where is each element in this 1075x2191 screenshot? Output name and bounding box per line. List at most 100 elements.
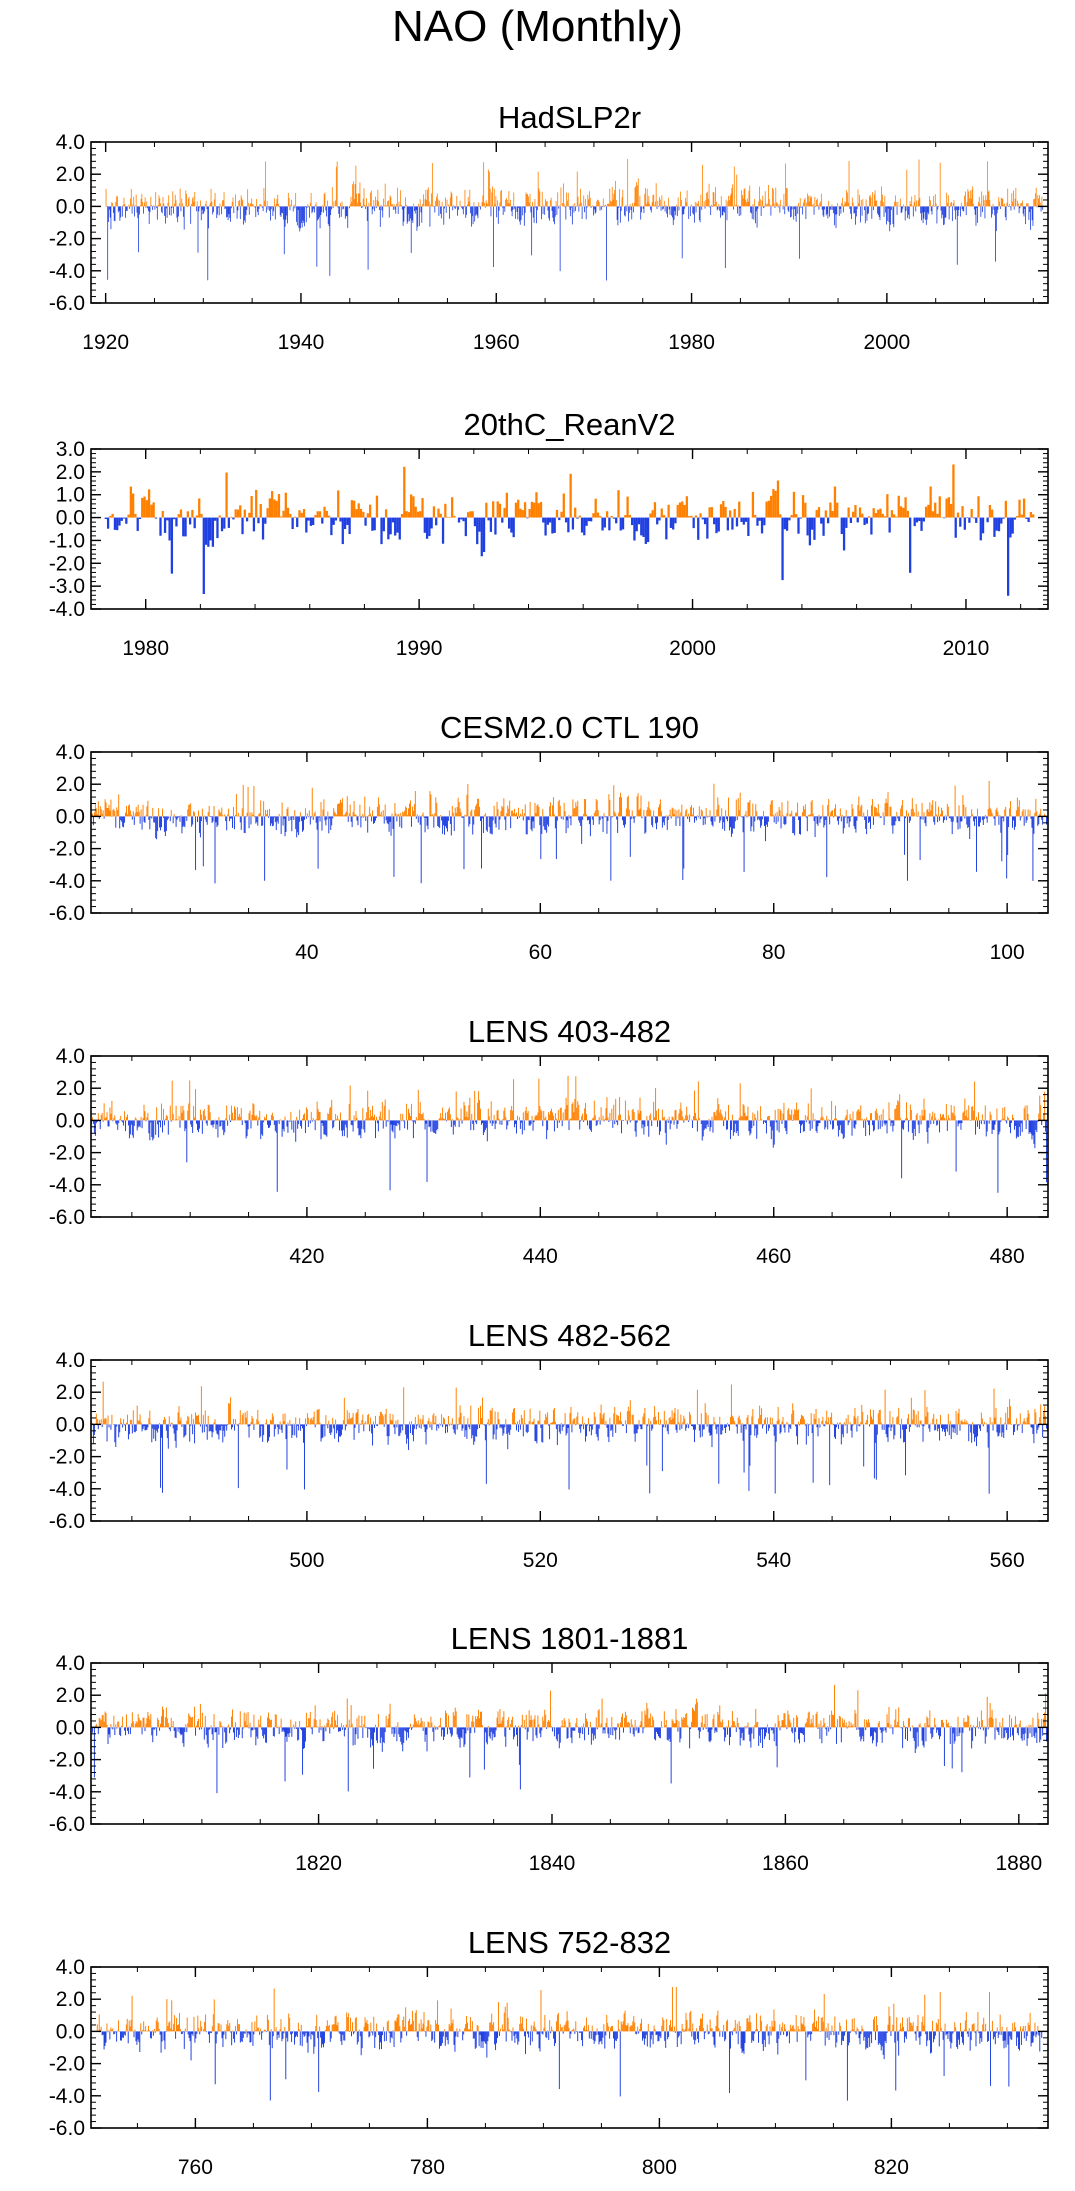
bar-positive — [299, 1109, 301, 1121]
bar-positive — [952, 1113, 954, 1121]
bar-positive — [815, 509, 818, 518]
y-tick-label: -2.0 — [49, 1446, 85, 1469]
bar-negative — [1020, 816, 1022, 818]
bar-positive — [408, 808, 410, 817]
bar-negative — [490, 206, 492, 217]
bar-positive — [1039, 202, 1041, 207]
bar-positive — [211, 201, 213, 207]
bar-negative — [157, 816, 159, 832]
bar-positive — [315, 1119, 317, 1121]
bar-positive — [146, 806, 148, 817]
bar-negative — [1021, 1120, 1023, 1133]
bar-negative — [928, 1120, 930, 1128]
bar-negative — [167, 1120, 169, 1135]
bar-positive — [732, 1417, 734, 1425]
bar-negative — [931, 206, 933, 215]
bar-positive — [999, 815, 1001, 817]
bar-positive — [1004, 1423, 1006, 1425]
bar-positive — [363, 188, 365, 207]
bar-positive — [728, 797, 729, 817]
bar-positive — [872, 508, 875, 518]
bar-negative — [926, 1120, 928, 1133]
bar-positive — [655, 1088, 657, 1121]
bar-positive — [126, 1422, 127, 1425]
bar-positive — [109, 810, 111, 817]
bar-negative — [651, 1424, 653, 1431]
bar-negative — [291, 517, 294, 530]
bar-positive — [545, 201, 547, 207]
bar-negative — [582, 816, 584, 820]
bar-negative — [326, 816, 328, 820]
bar-negative — [303, 206, 305, 224]
bar-negative — [374, 816, 375, 823]
bar-positive — [235, 194, 236, 207]
bar-negative — [471, 206, 472, 227]
bar-negative — [167, 1424, 169, 1449]
bar-positive — [494, 204, 496, 207]
bar-negative — [195, 206, 197, 212]
bar-positive — [766, 1116, 768, 1121]
bar-negative — [977, 1424, 979, 1426]
bar-positive — [614, 811, 616, 817]
bar-positive — [636, 796, 638, 817]
bar-positive — [522, 1112, 524, 1121]
bar-negative — [587, 816, 589, 820]
x-tick-label: 100 — [990, 941, 1025, 964]
bar-negative — [962, 206, 964, 211]
bar-positive — [549, 1114, 551, 1121]
bar-negative — [489, 816, 491, 834]
bar-positive — [368, 1107, 370, 1121]
bar-negative — [602, 816, 604, 833]
bar-negative — [859, 1424, 861, 1427]
bar-positive — [456, 1117, 458, 1121]
bar-negative — [519, 1424, 521, 1430]
bar-negative — [227, 1424, 229, 1426]
bar-positive — [306, 813, 308, 817]
bar-positive — [198, 498, 201, 518]
panel-title: 20thC_ReanV2 — [464, 407, 676, 442]
bar-positive — [346, 796, 348, 817]
bar-positive — [1041, 196, 1043, 207]
bar-negative — [689, 206, 691, 217]
bar-positive — [663, 200, 665, 207]
bar-positive — [767, 500, 771, 518]
bar-negative — [906, 816, 908, 881]
bar-positive — [852, 1111, 854, 1121]
bar-positive — [335, 1419, 337, 1425]
bar-negative — [248, 206, 250, 215]
bar-negative — [818, 206, 820, 210]
bar-negative — [599, 816, 601, 821]
bar-positive — [458, 802, 460, 817]
bar-negative — [1025, 206, 1027, 225]
bar-positive — [854, 1408, 856, 1425]
bar-positive — [265, 1423, 267, 1425]
bar-negative — [858, 1424, 860, 1426]
bar-negative — [217, 206, 219, 208]
bar-negative — [156, 1424, 158, 1431]
bar-positive — [562, 1112, 564, 1121]
bar-negative — [856, 517, 859, 523]
bar-negative — [994, 1120, 996, 1125]
bar-positive — [244, 1412, 246, 1425]
bar-negative — [958, 206, 960, 210]
bar-positive — [1004, 203, 1005, 207]
bar-positive — [741, 1116, 743, 1121]
bar-negative — [1001, 1424, 1003, 1437]
bar-negative — [199, 206, 201, 208]
bar-positive — [335, 813, 337, 817]
bar-negative — [607, 1424, 609, 1437]
bar-positive — [786, 1421, 788, 1425]
y-tick-label: 4.0 — [56, 1045, 85, 1068]
bar-negative — [262, 816, 264, 826]
bar-negative — [885, 1120, 887, 1124]
bar-negative — [342, 1120, 344, 1131]
bar-positive — [574, 507, 577, 518]
bar-negative — [296, 206, 298, 226]
bar-positive — [835, 1118, 837, 1121]
bar-negative — [1002, 816, 1004, 819]
bar-positive — [384, 183, 386, 207]
bar-negative — [191, 816, 193, 827]
bar-positive — [779, 810, 781, 817]
bar-negative — [407, 206, 409, 222]
bar-negative — [345, 1424, 347, 1427]
